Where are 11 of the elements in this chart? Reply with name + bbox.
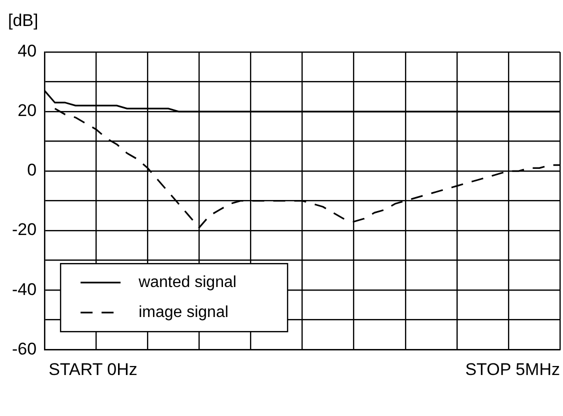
y-tick-label: -60	[12, 339, 37, 358]
text: STOP 5MHz	[465, 360, 560, 379]
y-tick-label: 20	[18, 101, 37, 120]
y-tick-label: -40	[12, 280, 37, 299]
text: START 0Hz	[48, 360, 138, 379]
legend-label: image signal	[138, 304, 228, 322]
y-tick-label: 0	[27, 160, 37, 180]
legend-label: wanted signal	[138, 274, 236, 292]
y-axis-title: [dB]	[8, 11, 38, 30]
y-tick-label: -20	[12, 220, 37, 240]
y-tick-label: 40	[18, 42, 37, 61]
